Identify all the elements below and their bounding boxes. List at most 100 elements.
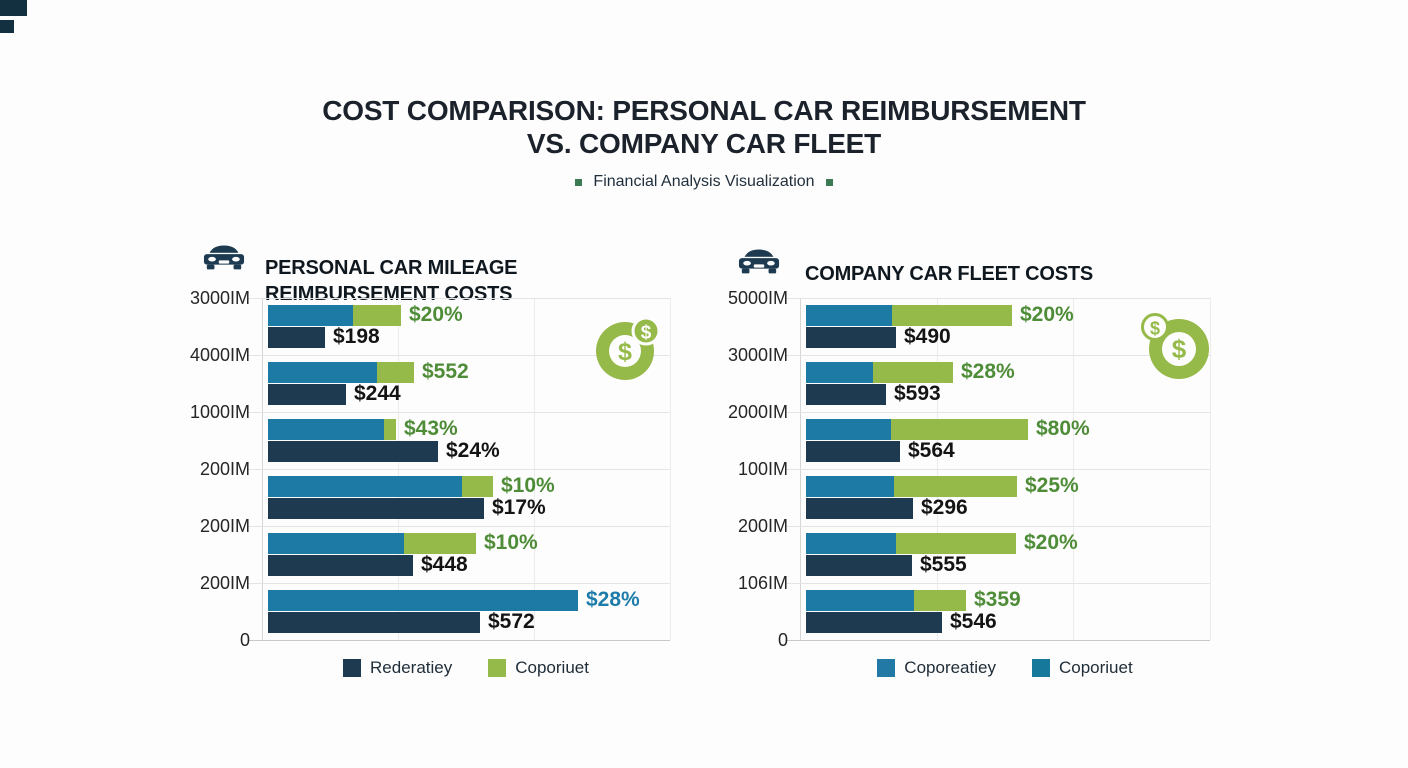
stacked-bar xyxy=(806,590,966,611)
legend-label: Coporiuet xyxy=(1058,658,1133,677)
bullet-icon xyxy=(825,178,833,186)
bar-navy xyxy=(268,498,484,519)
legend-label: Rederatiey xyxy=(370,658,453,677)
y-tick-label: 1000IM xyxy=(189,402,250,422)
bar-segment-green xyxy=(892,305,1012,326)
bar-segment-blue xyxy=(806,590,914,611)
horizontal-gridline xyxy=(248,526,670,527)
bar-segment-blue xyxy=(268,419,384,440)
page-title-line1: COST COMPARISON: PERSONAL CAR REIMBURSEM… xyxy=(322,95,1086,126)
stacked-bar xyxy=(268,533,476,554)
horizontal-gridline xyxy=(786,412,1210,413)
bar-bottom-label: $555 xyxy=(920,553,967,576)
stacked-bar xyxy=(806,419,1028,440)
y-tick-label: 0 xyxy=(777,630,788,650)
bar-top-label: $20% xyxy=(1020,303,1074,326)
bar-top-label: $28% xyxy=(586,588,640,611)
horizontal-gridline xyxy=(786,640,1210,641)
page-subtitle: Financial Analysis Visualization xyxy=(593,173,815,190)
svg-text:$: $ xyxy=(1172,334,1187,364)
bar-top-label: $10% xyxy=(501,474,555,497)
horizontal-gridline xyxy=(248,412,670,413)
y-tick-label: 106IM xyxy=(737,573,788,593)
bar-top-label: $25% xyxy=(1025,474,1079,497)
bar-top-label: $43% xyxy=(404,417,458,440)
bar-segment-green xyxy=(462,476,493,497)
bar-bottom-label: $244 xyxy=(354,382,401,405)
bar-navy xyxy=(268,384,346,405)
bar-segment-blue xyxy=(268,362,377,383)
bar-segment-blue xyxy=(268,476,462,497)
stacked-bar xyxy=(268,419,396,440)
bar-segment-blue xyxy=(806,533,896,554)
bar-navy xyxy=(806,612,942,633)
y-tick-label: 3000IM xyxy=(189,288,250,308)
bar-navy xyxy=(806,555,912,576)
bar-row: $80% $564 xyxy=(800,412,1210,469)
chart-title-personal: PERSONAL CAR MILEAGE REIMBURSEMENT COSTS xyxy=(265,256,518,305)
plot-area-fleet: 5000IM 3000IM 2000IM 100IM 200IM 106IM 0 $20% $4… xyxy=(728,288,1211,650)
bar-bottom-label: $546 xyxy=(950,610,997,633)
bar-top-label: $10% xyxy=(484,531,538,554)
horizontal-gridline xyxy=(786,355,1210,356)
bar-bottom-label: $490 xyxy=(904,325,951,348)
plot-area-personal: 3000IM 4000IM 1000IM 200IM 200IM 200IM 0 $20% $1… xyxy=(190,288,671,650)
legend-swatch-icon xyxy=(488,659,507,677)
stacked-bar xyxy=(268,476,493,497)
bar-bottom-label: $564 xyxy=(908,439,955,462)
bar-segment-blue xyxy=(268,305,353,326)
stacked-bar xyxy=(806,533,1016,554)
page-title: COST COMPARISON: PERSONAL CAR REIMBURSEM… xyxy=(0,94,1408,160)
bar-row: $28% $572 xyxy=(262,583,670,640)
legend-item: Coporeatiey xyxy=(877,658,996,678)
money-icon: $ $ xyxy=(1141,312,1211,387)
horizontal-gridline xyxy=(248,583,670,584)
y-tick-label: 3000IM xyxy=(727,345,788,365)
bar-row: $552 $244 xyxy=(262,355,670,412)
bullet-icon xyxy=(575,178,583,186)
bar-segment-green xyxy=(891,419,1028,440)
y-tick-label: 100IM xyxy=(737,459,788,479)
legend-item: Coporiuet xyxy=(488,658,589,678)
bar-navy xyxy=(806,384,886,405)
y-tick-label: 0 xyxy=(239,630,250,650)
legend-item: Rederatiey xyxy=(343,658,452,678)
bar-segment-blue xyxy=(268,590,578,611)
bar-row: $28% $593 xyxy=(800,355,1210,412)
bar-row: $359 $546 xyxy=(800,583,1210,640)
stacked-bar xyxy=(806,305,1012,326)
bar-segment-blue xyxy=(268,533,404,554)
legend-label: Coporiuet xyxy=(515,658,589,677)
bar-top-label: $359 xyxy=(974,588,1021,611)
bar-segment-blue xyxy=(806,362,873,383)
bar-bottom-label: $593 xyxy=(894,382,941,405)
bar-segment-green xyxy=(914,590,966,611)
bar-navy xyxy=(806,498,913,519)
bar-segment-blue xyxy=(806,476,894,497)
legend-fleet: Coporeatiey Coporiuet xyxy=(800,658,1210,678)
vertical-gridline xyxy=(1210,298,1211,640)
y-tick-label: 200IM xyxy=(199,516,250,536)
y-tick-label: 200IM xyxy=(199,459,250,479)
bar-navy xyxy=(806,441,900,462)
horizontal-gridline xyxy=(786,298,1210,299)
legend-swatch-icon xyxy=(877,659,896,677)
bar-row: $10% $17% xyxy=(262,469,670,526)
horizontal-gridline xyxy=(248,640,670,641)
vertical-gridline xyxy=(670,298,671,640)
horizontal-gridline xyxy=(786,526,1210,527)
bar-top-label: $20% xyxy=(409,303,463,326)
stacked-bar xyxy=(806,362,953,383)
bar-navy xyxy=(268,327,325,348)
bar-bottom-label: $17% xyxy=(492,496,546,519)
bar-navy xyxy=(268,441,438,462)
legend-item: Coporiuet xyxy=(1031,658,1133,678)
bar-bottom-label: $198 xyxy=(333,325,380,348)
y-tick-label: 4000IM xyxy=(189,345,250,365)
chart-panel-personal: PERSONAL CAR MILEAGE REIMBURSEMENT COSTS… xyxy=(190,236,705,711)
horizontal-gridline xyxy=(248,355,670,356)
bar-segment-green xyxy=(353,305,401,326)
legend-personal: Rederatiey Coporiuet xyxy=(262,658,670,678)
svg-text:$: $ xyxy=(641,323,652,344)
